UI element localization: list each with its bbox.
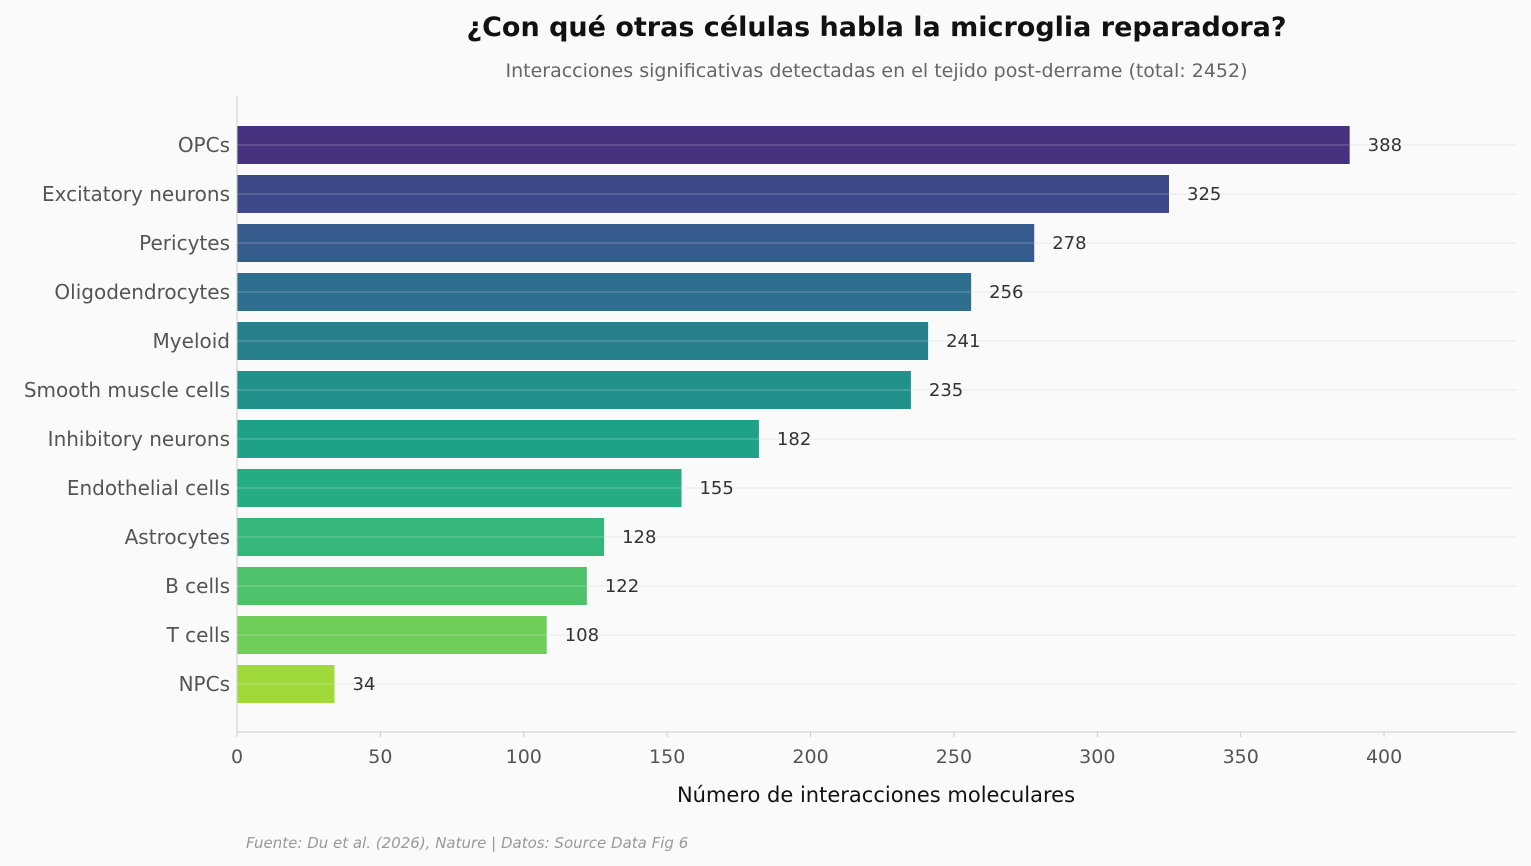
category-label: NPCs	[179, 672, 230, 696]
value-label: 155	[699, 478, 733, 499]
chart-title: ¿Con qué otras células habla la microgli…	[466, 12, 1287, 43]
value-label: 122	[605, 576, 639, 597]
value-label: 241	[946, 331, 980, 352]
bar	[237, 175, 1170, 213]
bar	[237, 371, 911, 409]
bar	[237, 665, 335, 703]
value-label: 128	[622, 527, 656, 548]
category-label: T cells	[166, 623, 230, 647]
x-tick-label: 0	[231, 746, 243, 768]
category-label: Oligodendrocytes	[54, 280, 230, 304]
x-tick-label: 400	[1366, 746, 1402, 768]
bar	[237, 126, 1350, 164]
category-label: Pericytes	[139, 231, 230, 255]
value-label: 235	[929, 380, 963, 401]
x-axis-title: Número de interacciones moleculares	[677, 783, 1075, 807]
value-label: 108	[565, 625, 599, 646]
bar	[237, 518, 605, 556]
bar	[237, 273, 972, 311]
category-label: B cells	[165, 574, 230, 598]
bar	[237, 567, 587, 605]
x-tick-label: 200	[792, 746, 828, 768]
value-label: 182	[777, 429, 811, 450]
bar	[237, 322, 929, 360]
x-tick-label: 100	[506, 746, 542, 768]
category-labels: OPCs Excitatory neurons Pericytes Oligodend…	[24, 133, 230, 696]
bar	[237, 616, 547, 654]
value-label: 256	[989, 282, 1023, 303]
bars	[237, 126, 1350, 703]
category-label: Endothelial cells	[67, 476, 230, 500]
x-tick-label: 150	[649, 746, 685, 768]
bar	[237, 469, 682, 507]
category-label: Smooth muscle cells	[24, 378, 230, 402]
category-label: Myeloid	[153, 329, 230, 353]
category-label: Astrocytes	[125, 525, 230, 549]
category-label: Inhibitory neurons	[48, 427, 230, 451]
value-labels: 388 325 278 256 241 235 182 155 128 122 108 34	[353, 135, 1403, 695]
x-tick-label: 300	[1079, 746, 1115, 768]
category-label: OPCs	[178, 133, 230, 157]
x-tick-label: 250	[936, 746, 972, 768]
source-note: Fuente: Du et al. (2026), Nature | Datos…	[246, 834, 689, 852]
chart-subtitle: Interacciones significativas detectadas …	[505, 60, 1248, 82]
value-label: 278	[1052, 233, 1086, 254]
x-tick-label: 50	[368, 746, 392, 768]
category-label: Excitatory neurons	[42, 182, 230, 206]
value-label: 34	[353, 674, 376, 695]
bar	[237, 420, 759, 458]
bar	[237, 224, 1035, 262]
x-tick-label: 350	[1223, 746, 1259, 768]
axes: 0 50 100 150 200 250 300 350 400	[231, 96, 1516, 768]
value-label: 388	[1368, 135, 1402, 156]
value-label: 325	[1187, 184, 1221, 205]
